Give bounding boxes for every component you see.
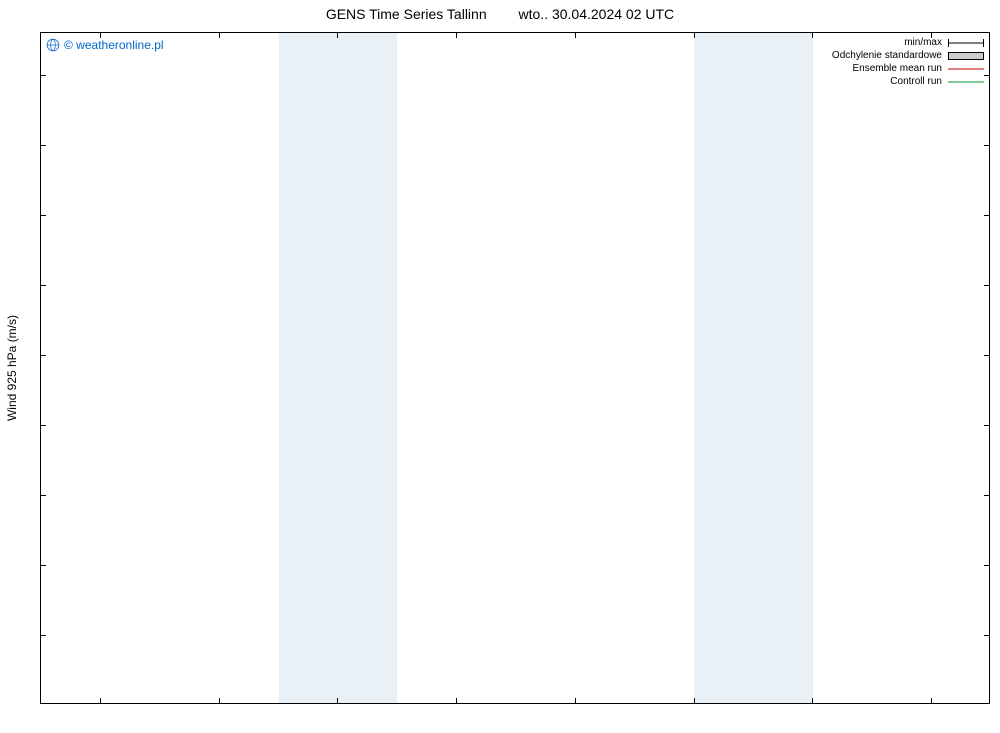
- x-tick: [337, 698, 338, 704]
- x-tick: [456, 698, 457, 704]
- legend-item: Ensemble mean run: [832, 62, 984, 75]
- title-right: wto.. 30.04.2024 02 UTC: [519, 6, 675, 22]
- y-tick: [40, 495, 46, 496]
- legend-swatch: [948, 64, 984, 74]
- plot-area: 05101520253035404501.0503.0505.0507.0509…: [40, 32, 990, 704]
- y-tick: [984, 75, 990, 76]
- y-tick: [40, 215, 46, 216]
- y-tick: [40, 565, 46, 566]
- y-tick: [40, 355, 46, 356]
- legend-label: Ensemble mean run: [853, 62, 943, 75]
- y-tick: [40, 145, 46, 146]
- y-tick: [984, 215, 990, 216]
- legend-item: min/max: [832, 36, 984, 49]
- y-axis-title: Wind 925 hPa (m/s): [5, 315, 19, 421]
- x-tick: [219, 32, 220, 38]
- y-tick: [984, 495, 990, 496]
- legend: min/maxOdchylenie standardoweEnsemble me…: [832, 36, 984, 88]
- legend-swatch: [948, 38, 984, 48]
- y-tick: [40, 75, 46, 76]
- y-tick: [984, 425, 990, 426]
- x-tick: [575, 32, 576, 38]
- weekend-band: [279, 33, 398, 703]
- x-tick: [575, 698, 576, 704]
- watermark-text: © weatheronline.pl: [64, 38, 164, 52]
- y-tick: [40, 635, 46, 636]
- x-tick: [812, 32, 813, 38]
- x-tick: [100, 698, 101, 704]
- title-left: GENS Time Series Tallinn: [326, 6, 487, 22]
- y-tick: [984, 565, 990, 566]
- y-tick: [40, 425, 46, 426]
- x-tick: [694, 32, 695, 38]
- legend-label: Controll run: [890, 75, 942, 88]
- x-tick: [456, 32, 457, 38]
- x-tick: [337, 32, 338, 38]
- chart-container: GENS Time Series Tallinn wto.. 30.04.202…: [0, 0, 1000, 733]
- legend-label: Odchylenie standardowe: [832, 49, 942, 62]
- legend-item: Odchylenie standardowe: [832, 49, 984, 62]
- y-tick: [40, 285, 46, 286]
- weekend-band: [694, 33, 813, 703]
- legend-swatch: [948, 51, 984, 61]
- watermark: © weatheronline.pl: [46, 38, 164, 52]
- legend-swatch: [948, 77, 984, 87]
- chart-title: GENS Time Series Tallinn wto.. 30.04.202…: [0, 6, 1000, 22]
- x-tick: [931, 698, 932, 704]
- x-tick: [812, 698, 813, 704]
- legend-item: Controll run: [832, 75, 984, 88]
- y-tick: [984, 285, 990, 286]
- y-tick: [984, 635, 990, 636]
- legend-label: min/max: [904, 36, 942, 49]
- globe-icon: [46, 38, 60, 52]
- y-tick: [984, 355, 990, 356]
- x-tick: [694, 698, 695, 704]
- x-tick: [219, 698, 220, 704]
- y-tick: [984, 145, 990, 146]
